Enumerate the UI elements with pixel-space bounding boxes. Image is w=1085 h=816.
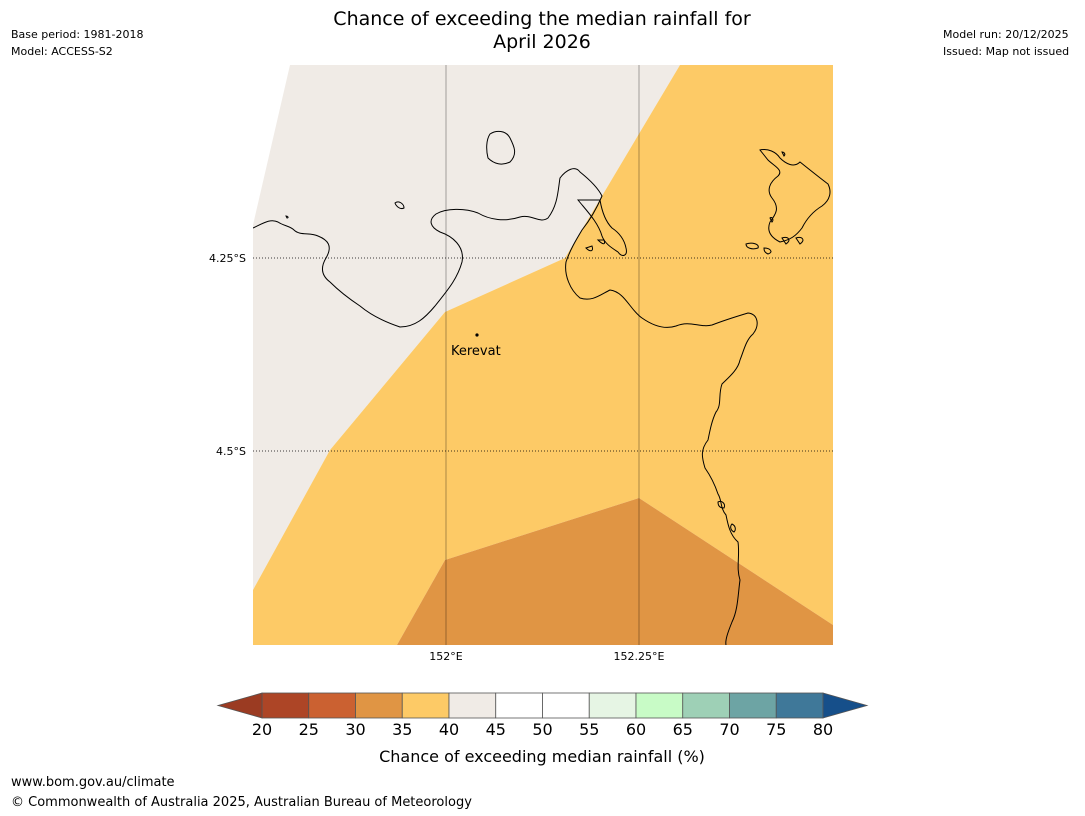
colorbar-segment (495, 692, 543, 719)
lat-label-45: 4.5°S (216, 445, 246, 458)
map-title-line1: Chance of exceeding the median rainfall … (333, 8, 751, 30)
zone-35-40 (253, 65, 833, 645)
colorbar-segment (448, 692, 497, 719)
rainfall-map: Kerevat 4.25°S 4.5°S 152°E 152.25°E (209, 65, 833, 663)
colorbar-segment (729, 692, 777, 719)
colorbar-tick-label: 50 (532, 720, 552, 739)
gridlines (253, 65, 833, 645)
colorbar-title: Chance of exceeding median rainfall (%) (379, 747, 705, 766)
colorbar-segment (682, 692, 730, 719)
map-title: Chance of exceeding the median rainfall … (292, 8, 792, 54)
colorbar-tick-label: 65 (673, 720, 693, 739)
footer-url: www.bom.gov.au/climate (11, 775, 175, 790)
colorbar (261, 692, 824, 719)
colorbar-low-extend (216, 692, 263, 719)
colorbar-tick-label: 20 (252, 720, 272, 739)
header-right: Model run: 20/12/2025 Issued: Map not is… (943, 26, 1069, 60)
colorbar-segment (355, 692, 403, 719)
colorbar-segment (635, 692, 684, 719)
colorbar-tick-label: 55 (579, 720, 599, 739)
colorbar-legend: 20 25 30 35 40 45 50 55 60 65 70 75 80 Chance of exc… (216, 692, 869, 766)
colorbar-tick-label: 75 (766, 720, 786, 739)
kerevat-label: Kerevat (451, 344, 501, 359)
base-period-text: Base period: 1981-2018 (11, 28, 144, 41)
footer-copyright: © Commonwealth of Australia 2025, Austra… (11, 795, 472, 810)
colorbar-segment (588, 692, 637, 719)
map-panel: Kerevat (253, 65, 833, 645)
map-title-line2: April 2026 (493, 31, 591, 53)
colorbar-segment (401, 692, 450, 719)
colorbar-tick-label: 25 (299, 720, 319, 739)
model-run-text: Model run: 20/12/2025 (943, 28, 1069, 41)
colorbar-segment (261, 692, 310, 719)
colorbar-tick-label: 30 (345, 720, 365, 739)
colorbar-high-extend (822, 692, 869, 719)
lon-label-15225: 152.25°E (614, 650, 665, 663)
lon-label-152: 152°E (429, 650, 462, 663)
colorbar-tick-label: 40 (439, 720, 459, 739)
colorbar-tick-label: 60 (626, 720, 646, 739)
colorbar-tick-labels: 20 25 30 35 40 45 50 55 60 65 70 75 80 (252, 720, 833, 739)
colorbar-segment (775, 692, 824, 719)
colorbar-tick-label: 70 (719, 720, 739, 739)
coastline (253, 130, 831, 645)
header-left: Base period: 1981-2018 Model: ACCESS-S2 (11, 26, 143, 60)
colorbar-segment (542, 692, 590, 719)
colorbar-segment (308, 692, 356, 719)
lat-label-425: 4.25°S (209, 252, 246, 265)
colorbar-tick-label: 45 (486, 720, 506, 739)
zone-30-35 (397, 498, 833, 645)
kerevat-marker (475, 333, 479, 337)
colorbar-tick-label: 35 (392, 720, 412, 739)
issued-text: Issued: Map not issued (943, 45, 1070, 58)
colorbar-tick-label: 80 (813, 720, 833, 739)
model-text: Model: ACCESS-S2 (11, 45, 113, 58)
zone-40-45 (253, 65, 680, 590)
